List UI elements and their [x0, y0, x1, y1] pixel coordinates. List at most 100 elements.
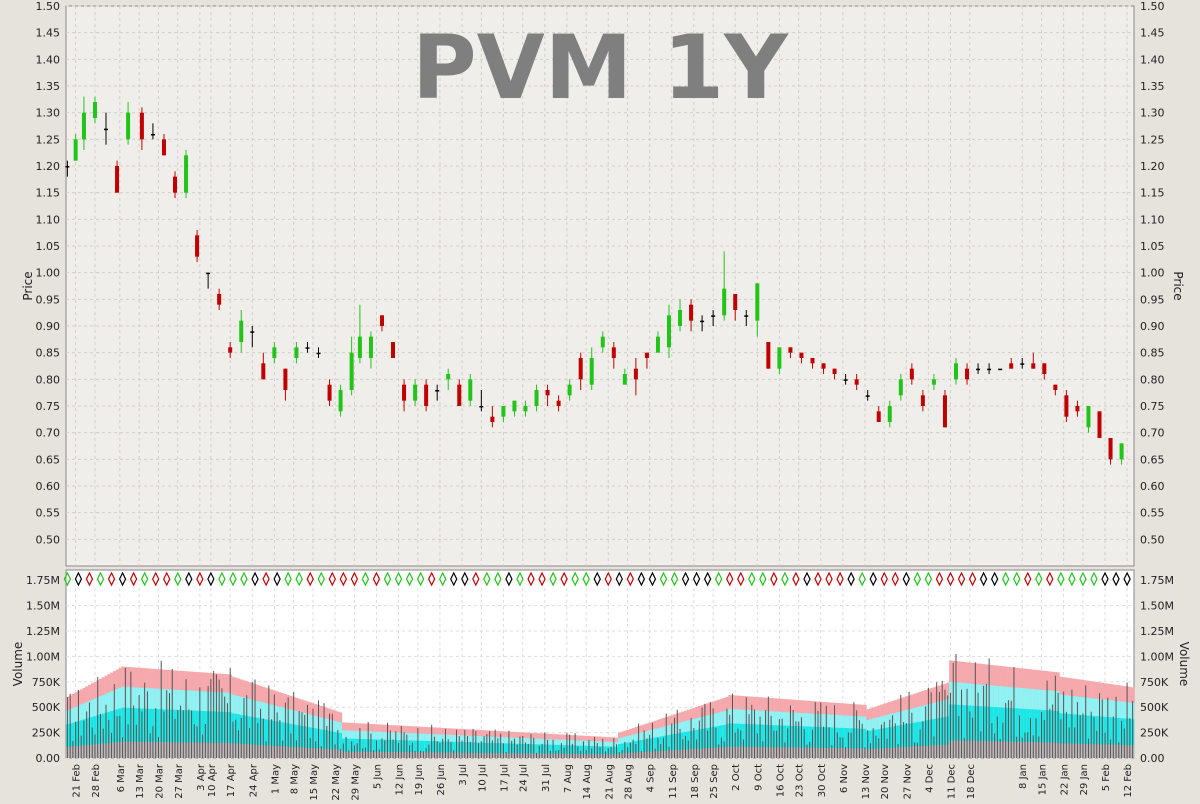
- candle-body: [490, 416, 495, 422]
- volume-band-inner: [377, 739, 381, 758]
- candle-body: [1009, 363, 1014, 369]
- signal-marker: [394, 571, 403, 587]
- date-tick-label: 23 Oct: [795, 764, 806, 797]
- price-tick-label-left: 0.60: [36, 480, 61, 493]
- candle-body: [501, 406, 506, 417]
- date-tick-label: 11 Dec: [946, 764, 957, 799]
- signal-marker: [990, 571, 999, 587]
- candle-body: [150, 134, 155, 136]
- signal-marker: [847, 571, 855, 587]
- date-tick-label: 5 Jun: [372, 764, 383, 789]
- date-tick-label: 12 Jun: [395, 764, 406, 796]
- candle-body: [931, 379, 936, 385]
- candle-body: [733, 294, 738, 310]
- volume-band-inner: [896, 725, 900, 758]
- candle-body: [1064, 395, 1069, 417]
- date-tick-label: 28 Aug: [624, 764, 635, 799]
- volume-band-inner: [1109, 717, 1113, 758]
- price-candles: [65, 96, 1124, 465]
- candle-body: [887, 406, 892, 422]
- candle-body: [338, 390, 343, 412]
- candle-body: [239, 320, 244, 342]
- price-tick-label-left: 0.75: [36, 400, 61, 413]
- volume-band-inner: [422, 740, 426, 758]
- price-tick-label-left: 1.30: [36, 107, 61, 120]
- candle-body: [1053, 384, 1058, 390]
- candle-body: [1119, 443, 1124, 460]
- signal-marker: [748, 571, 756, 587]
- date-tick-label: 13 Mar: [135, 763, 146, 799]
- volume-band-inner: [264, 719, 268, 758]
- candle-body: [173, 176, 178, 193]
- candle-body: [1086, 406, 1091, 428]
- signal-marker: [140, 571, 149, 587]
- candle-body: [854, 379, 859, 385]
- volume-band-inner: [962, 705, 966, 758]
- signal-marker: [483, 571, 491, 587]
- price-tick-label-right: 1.05: [1140, 240, 1165, 253]
- candle-body: [479, 406, 484, 408]
- signal-marker: [891, 571, 899, 587]
- price-tick-label-right: 1.25: [1140, 133, 1165, 146]
- volume-band-inner: [1031, 709, 1035, 758]
- candle-body: [228, 347, 233, 353]
- signal-marker: [836, 571, 844, 587]
- candle-body: [115, 166, 120, 193]
- candle-body: [689, 304, 694, 321]
- date-tick-label: 24 Apr: [248, 763, 259, 797]
- date-tick-label: 27 Nov: [902, 764, 913, 800]
- date-tick-label: 2 Oct: [731, 764, 742, 791]
- signal-marker: [604, 571, 612, 587]
- volume-band-inner: [71, 722, 75, 758]
- candle-body: [435, 390, 440, 392]
- volume-band-inner: [653, 737, 657, 758]
- date-tick-label: 21 Feb: [72, 764, 83, 798]
- signal-marker: [516, 571, 524, 587]
- candle-body: [965, 368, 970, 380]
- candle-body: [655, 336, 660, 353]
- candle-body: [65, 166, 70, 168]
- signal-marker: [968, 571, 977, 587]
- date-tick-label: 18 Dec: [966, 764, 977, 799]
- volume-band-inner: [1117, 717, 1121, 758]
- date-tick-label: 22 May: [331, 764, 342, 800]
- date-tick-label: 16 Oct: [775, 764, 786, 797]
- signal-marker: [1001, 571, 1010, 587]
- candle-body: [195, 235, 200, 257]
- signal-marker: [946, 571, 955, 587]
- date-tick-label: 6 Nov: [839, 764, 850, 793]
- date-tick-label: 18 Sep: [690, 764, 701, 799]
- candle-body: [1075, 406, 1080, 412]
- candle-body: [379, 315, 384, 326]
- candle-body: [402, 384, 407, 401]
- price-tick-label-right: 0.60: [1140, 480, 1165, 493]
- price-panel: [65, 5, 1135, 567]
- signal-marker: [163, 571, 171, 587]
- candle-body: [810, 358, 815, 364]
- volume-tick-label-right: 1.00M: [1140, 650, 1174, 663]
- candle-body: [283, 368, 288, 390]
- date-tick-label: 30 Oct: [817, 764, 828, 797]
- signal-marker: [218, 571, 226, 587]
- date-axis-ticks: 21 Feb 28 Feb 6 Mar 13 Mar 20 Mar 27 Mar 3 Apr…: [72, 763, 1134, 800]
- candle-body: [766, 342, 771, 369]
- signal-marker: [979, 571, 988, 587]
- candle-body: [942, 395, 947, 428]
- price-tick-label-right: 0.85: [1140, 347, 1165, 360]
- candle-body: [600, 336, 605, 348]
- candle-body: [1108, 438, 1113, 460]
- price-tick-label-left: 1.10: [36, 213, 61, 226]
- signal-marker: [416, 571, 425, 587]
- candle-body: [545, 390, 550, 396]
- candle-body: [1020, 363, 1025, 365]
- volume-tick-label-left: 0.00: [36, 752, 61, 765]
- price-tick-label-left: 0.55: [36, 507, 61, 520]
- signal-marker: [737, 571, 745, 587]
- signal-marker: [593, 571, 601, 587]
- price-tick-label-right: 0.50: [1140, 533, 1165, 546]
- date-tick-label: 17 Jul: [499, 764, 510, 792]
- date-tick-label: 3 Jul: [458, 764, 469, 786]
- price-axis-label-right: Price: [1171, 271, 1185, 300]
- candle-body: [272, 347, 277, 358]
- price-tick-label-right: 1.45: [1140, 27, 1165, 40]
